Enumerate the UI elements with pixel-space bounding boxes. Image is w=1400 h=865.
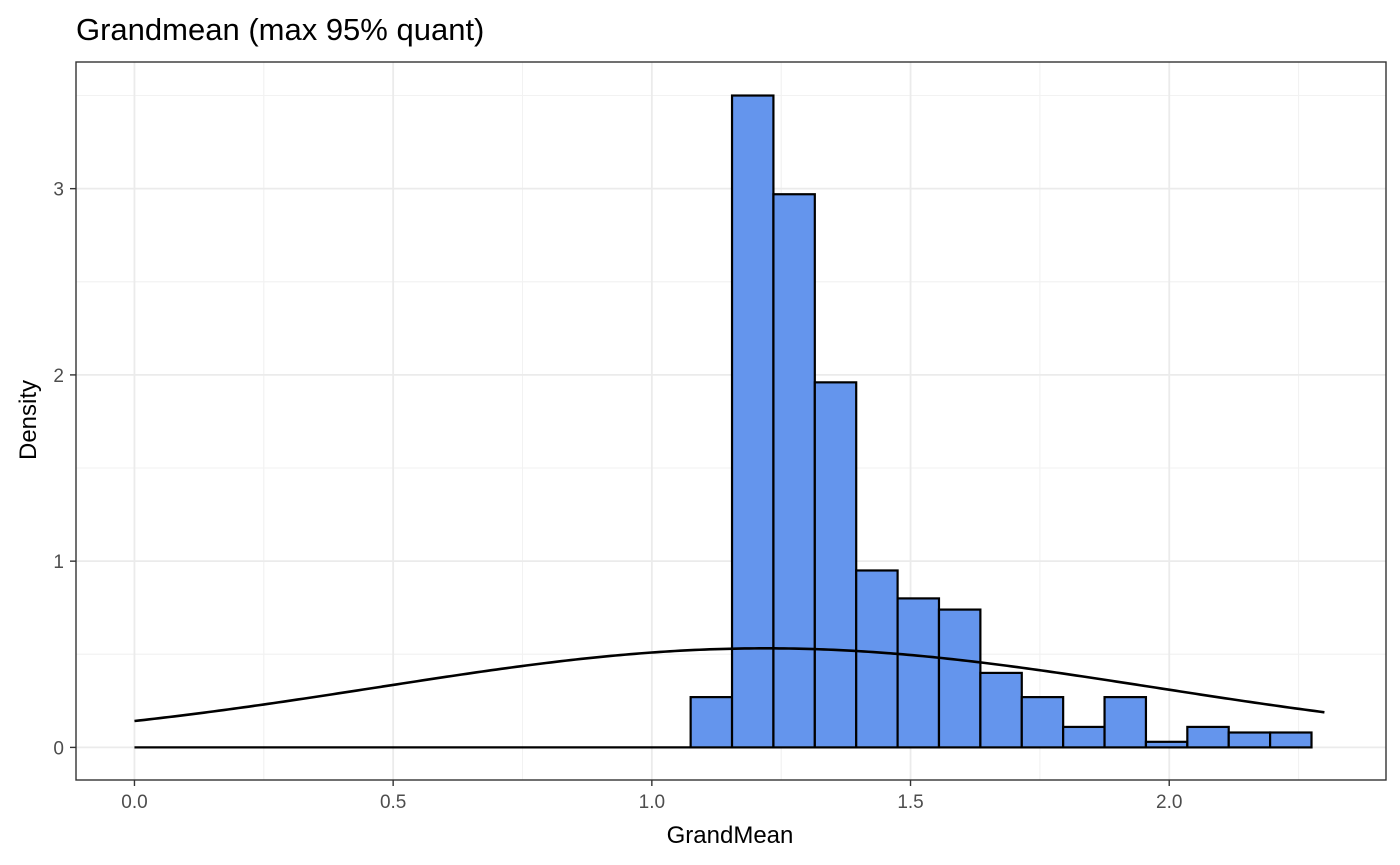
y-tick-label: 0	[53, 738, 64, 759]
density-curve-layer	[134, 647, 1325, 749]
histogram-bar	[1020, 696, 1065, 749]
histogram-bars	[689, 94, 1313, 749]
histogram-bar	[689, 696, 734, 749]
y-tick-label: 1	[53, 552, 64, 573]
histogram-bar	[813, 381, 858, 749]
histogram-bar	[855, 569, 899, 749]
y-tick-label: 2	[53, 366, 64, 387]
chart-title: Grandmean (max 95% quant)	[76, 12, 484, 47]
histogram-bar	[772, 193, 816, 749]
y-axis-title: Density	[15, 380, 42, 460]
axes: 0.0 0.5 1.0 1.5 2.0 0 1 2 3	[53, 180, 1182, 813]
histogram-bar	[1103, 696, 1148, 749]
x-tick-label: 1.5	[897, 792, 923, 813]
y-tick-label: 3	[53, 180, 64, 201]
histogram-bar	[937, 608, 982, 749]
x-tick-label: 0.5	[380, 792, 406, 813]
histogram-bar	[1227, 731, 1272, 749]
density-curve	[134, 647, 1325, 723]
histogram-bar	[1269, 731, 1313, 749]
x-tick-label: 0.0	[121, 792, 147, 813]
histogram-bar	[1144, 740, 1189, 749]
x-tick-label: 2.0	[1156, 792, 1182, 813]
histogram-bar	[1186, 725, 1230, 749]
histogram-bar	[979, 671, 1023, 749]
histogram-bar	[896, 597, 941, 749]
x-tick-label: 1.0	[639, 792, 665, 813]
histogram-bar	[1062, 725, 1106, 749]
histogram-bar	[730, 94, 775, 749]
panel-border	[75, 61, 1387, 781]
x-axis-title: GrandMean	[667, 822, 794, 849]
